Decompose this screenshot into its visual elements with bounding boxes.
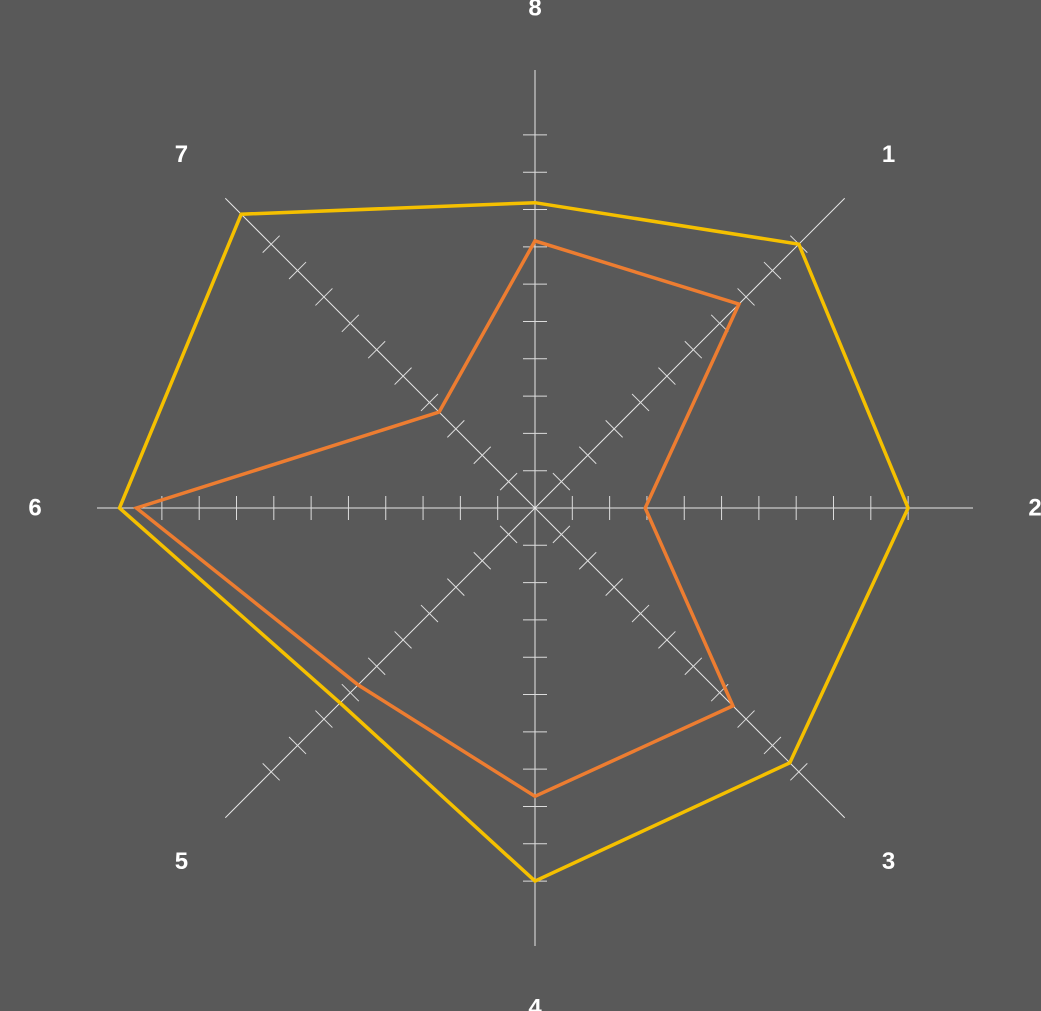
axis-label-7: 7 — [175, 141, 188, 168]
axis-tick-1 — [631, 393, 650, 412]
axis-tick-5 — [499, 525, 518, 544]
axis-tick-7 — [473, 446, 492, 465]
axis-tick-5 — [315, 710, 333, 728]
axis-tick-7 — [367, 340, 386, 359]
axis-line-7 — [224, 197, 536, 509]
axis-tick-7 — [288, 261, 307, 280]
axis-tick-3 — [737, 710, 755, 728]
axis-tick-3 — [658, 631, 676, 649]
axis-label-8: 8 — [528, 0, 541, 22]
axis-label-4: 4 — [528, 995, 542, 1011]
axis-tick-1 — [710, 314, 729, 333]
axis-label-5: 5 — [175, 848, 188, 875]
axis-tick-1 — [684, 340, 703, 359]
axis-tick-5 — [341, 683, 360, 702]
axis-tick-3 — [789, 762, 808, 781]
axis-tick-3 — [552, 525, 571, 544]
axis-tick-1 — [578, 446, 597, 465]
axis-label-3: 3 — [882, 848, 895, 875]
axis-tick-3 — [631, 604, 650, 623]
axes-layer — [97, 70, 973, 946]
labels-layer: 1 2 3 4 5 6 7 8 — [28, 0, 1041, 1011]
axis-tick-5 — [394, 631, 412, 649]
axis-tick-7 — [341, 314, 360, 333]
axis-tick-3 — [684, 657, 703, 676]
axis-tick-5 — [473, 551, 492, 570]
axis-tick-5 — [447, 578, 465, 596]
axis-tick-1 — [737, 288, 755, 306]
axis-label-1: 1 — [882, 141, 895, 168]
axis-tick-7 — [499, 472, 518, 491]
axis-tick-5 — [262, 762, 281, 781]
axis-tick-7 — [447, 420, 465, 438]
axis-line-5 — [224, 507, 536, 819]
series-layer — [117, 200, 911, 884]
axis-line-3 — [534, 507, 846, 819]
axis-tick-1 — [552, 472, 571, 491]
axis-tick-1 — [605, 420, 623, 438]
axis-tick-7 — [262, 235, 281, 254]
axis-tick-7 — [394, 367, 412, 385]
axis-tick-1 — [658, 367, 676, 385]
axis-tick-5 — [367, 657, 386, 676]
axis-tick-7 — [420, 393, 439, 412]
axis-tick-5 — [420, 604, 439, 623]
axis-label-2: 2 — [1028, 495, 1041, 522]
axis-tick-3 — [605, 578, 623, 596]
axis-tick-3 — [763, 736, 782, 755]
axis-tick-3 — [578, 551, 597, 570]
series-line-1 — [117, 200, 911, 884]
axis-label-6: 6 — [28, 495, 41, 522]
axis-tick-5 — [288, 736, 307, 755]
axis-tick-7 — [315, 288, 333, 306]
axis-tick-1 — [763, 261, 782, 280]
axis-line-1 — [534, 197, 846, 509]
series-line-2 — [132, 238, 742, 799]
